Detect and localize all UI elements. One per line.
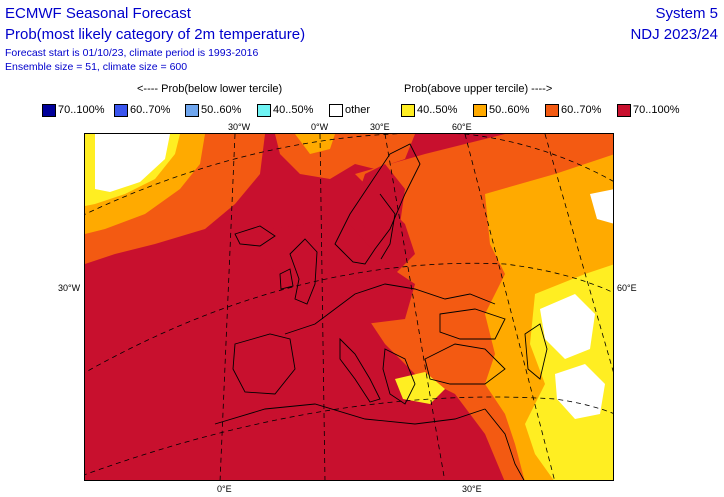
chart-subtitle: Prob(most likely category of 2m temperat… — [5, 26, 306, 43]
legend-label: 70..100% — [633, 104, 680, 116]
legend-item-other: other — [329, 103, 370, 117]
legend-swatch — [401, 103, 415, 117]
legend-swatch — [257, 103, 271, 117]
legend-label: other — [345, 104, 371, 116]
region-other — [555, 364, 605, 419]
legend-swatch — [473, 103, 487, 117]
grid-label-top-30e: 30°E — [370, 122, 390, 132]
legend-label: 60..70% — [130, 104, 171, 116]
forecast-info: Forecast start is 01/10/23, climate peri… — [5, 47, 259, 59]
forecast-map-svg — [85, 134, 613, 480]
legend-label: 60..70% — [561, 104, 602, 116]
season-label: NDJ 2023/24 — [630, 26, 718, 43]
region-other — [540, 294, 595, 359]
grid-label-bottom-30e: 30°E — [462, 484, 482, 494]
legend-above-heading: Prob(above upper tercile) ----> — [404, 83, 553, 95]
graticule — [85, 134, 613, 480]
legend-item-above-40-50: 40..50% — [401, 103, 457, 117]
region-above-50-60 — [295, 134, 335, 154]
legend-swatch — [42, 103, 56, 117]
legend-swatch — [114, 103, 128, 117]
region-other — [95, 134, 170, 192]
grid-label-right-60e: 60°E — [617, 283, 637, 293]
grid-label-bottom-0e: 0°E — [217, 484, 232, 494]
grid-label-top-60e: 60°E — [452, 122, 472, 132]
grid-label-top-0w: 0°W — [311, 122, 329, 132]
region-other — [590, 189, 613, 224]
legend-item-below-50-60: 50..60% — [185, 103, 241, 117]
region-above-70-100 — [265, 219, 415, 324]
legend-item-below-60-70: 60..70% — [114, 103, 170, 117]
system-label: System 5 — [655, 5, 718, 22]
legend-item-above-70-100: 70..100% — [617, 103, 679, 117]
legend-item-above-50-60: 50..60% — [473, 103, 529, 117]
coastlines — [214, 143, 548, 480]
grid-label-left-30w: 30°W — [58, 283, 81, 293]
legend-swatch — [329, 103, 343, 117]
legend-swatch — [185, 103, 199, 117]
legend-label: 50..60% — [489, 104, 530, 116]
legend-item-below-70-100: 70..100% — [42, 103, 104, 117]
legend-label: 70..100% — [58, 104, 105, 116]
chart-title: ECMWF Seasonal Forecast — [5, 5, 191, 22]
legend-swatch — [617, 103, 631, 117]
legend-below-heading: <---- Prob(below lower tercile) — [137, 83, 283, 95]
legend-label: 40..50% — [417, 104, 458, 116]
grid-label-top-30w: 30°W — [228, 122, 251, 132]
legend-label: 50..60% — [201, 104, 242, 116]
ensemble-info: Ensemble size = 51, climate size = 600 — [5, 61, 188, 73]
forecast-map — [84, 133, 614, 481]
legend-label: 40..50% — [273, 104, 314, 116]
legend-swatch — [545, 103, 559, 117]
legend-item-below-40-50: 40..50% — [257, 103, 313, 117]
legend-item-above-60-70: 60..70% — [545, 103, 601, 117]
